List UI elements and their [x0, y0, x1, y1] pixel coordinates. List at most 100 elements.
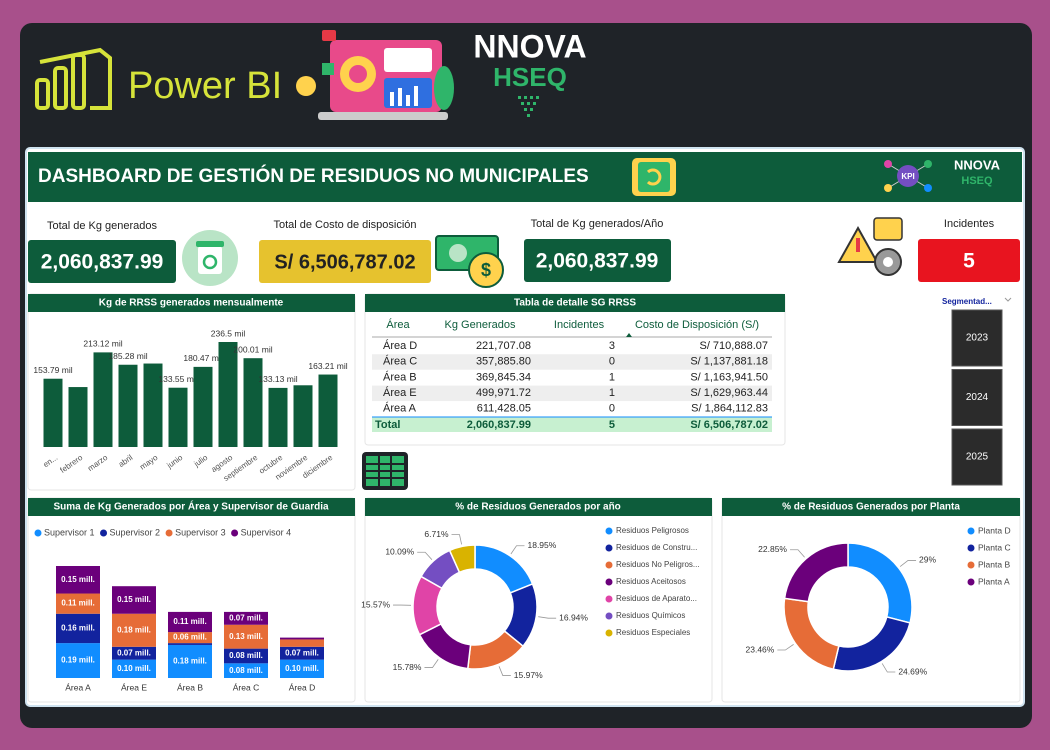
data-label: 0.18 mill. — [173, 657, 207, 666]
logo-top: NNOVA — [473, 28, 586, 64]
panel-header — [365, 498, 712, 516]
bar-segment[interactable] — [56, 593, 100, 614]
bar-segment[interactable] — [224, 611, 268, 625]
data-label: 0.11 mill. — [173, 617, 206, 626]
bar[interactable] — [93, 352, 113, 447]
legend-label: Residuos de Aparato... — [616, 594, 697, 603]
bar-segment[interactable] — [112, 646, 156, 660]
cell: Área D — [383, 339, 417, 352]
cell: 357,885.80 — [476, 356, 531, 368]
donut-segment[interactable] — [448, 544, 476, 574]
legend-label: Residuos Químicos — [616, 611, 685, 620]
bar[interactable] — [118, 364, 138, 447]
bar[interactable] — [193, 366, 213, 447]
legend-label: Supervisor 1 — [44, 527, 95, 537]
data-label: 0.15 mill. — [61, 575, 95, 584]
bar-segment[interactable] — [224, 663, 268, 678]
kpi-label: Total de Costo de disposición — [273, 219, 416, 231]
leader-line — [451, 534, 463, 545]
column-header[interactable]: Área — [386, 318, 410, 331]
x-tick-label: Área D — [289, 682, 315, 692]
legend-label: Planta A — [978, 576, 1010, 586]
bar[interactable] — [43, 378, 63, 447]
legend-label: Residuos Especiales — [616, 628, 690, 637]
small-logo-top: NNOVA — [954, 157, 1001, 172]
bar[interactable] — [243, 358, 263, 447]
panel-title: Kg de RRSS generados mensualmente — [99, 298, 284, 309]
bar-segment[interactable] — [168, 611, 212, 633]
cell: 369,845.34 — [476, 371, 531, 383]
bar-segment[interactable] — [112, 659, 156, 678]
cell: 1 — [609, 387, 615, 399]
bar-segment[interactable] — [280, 639, 324, 647]
bar-segment[interactable] — [280, 637, 324, 640]
data-label: 0.07 mill. — [229, 613, 263, 622]
data-label: 180.47 mil — [183, 353, 222, 363]
panel-header — [722, 498, 1020, 516]
data-label: 0.15 mill. — [117, 595, 151, 604]
data-label: 0.10 mill. — [117, 664, 151, 673]
bar-segment[interactable] — [168, 643, 212, 645]
bar-segment[interactable] — [56, 566, 100, 594]
slicer-item[interactable]: 2025 — [966, 452, 989, 463]
bar-segment[interactable] — [280, 659, 324, 678]
bar-segment[interactable] — [168, 644, 212, 678]
slicer-button[interactable] — [951, 369, 1003, 426]
bar[interactable] — [268, 387, 288, 447]
logo-bottom: HSEQ — [493, 62, 567, 92]
slicer-item[interactable]: 2024 — [966, 392, 989, 403]
bar-segment[interactable] — [224, 648, 268, 664]
kpi-card — [918, 239, 1020, 282]
table-icon — [362, 452, 408, 490]
bar[interactable] — [168, 387, 188, 447]
kpi-label: Total de Kg generados/Año — [531, 218, 664, 230]
slicer-button[interactable] — [951, 309, 1003, 367]
data-label: 0.08 mill. — [229, 651, 263, 660]
legend-label: Supervisor 4 — [241, 527, 292, 537]
kpi-value: 5 — [963, 250, 975, 273]
legend-marker — [605, 629, 613, 637]
legend-marker — [605, 595, 613, 603]
bar[interactable] — [218, 342, 238, 447]
bar[interactable] — [143, 363, 163, 447]
slicer-title: Segmentad... — [942, 297, 992, 306]
bar-segment[interactable] — [112, 586, 156, 614]
slicer-chevron[interactable] — [1004, 297, 1012, 302]
cell: 3 — [609, 340, 615, 352]
column-header[interactable]: Costo de Disposición (S/) — [635, 319, 759, 331]
data-label: 133.13 mil — [258, 374, 297, 384]
leader-line — [417, 551, 433, 560]
donut-segment[interactable] — [783, 542, 849, 603]
row-stripe — [372, 354, 772, 370]
total-cell: Total — [375, 419, 400, 431]
bar-segment[interactable] — [56, 643, 100, 678]
cell: 1 — [609, 371, 615, 383]
bar-segment[interactable] — [56, 613, 100, 644]
slicer-button[interactable] — [951, 428, 1003, 486]
bar-segment[interactable] — [168, 632, 212, 644]
bar[interactable] — [68, 387, 88, 447]
data-label: 15.78% — [393, 662, 422, 672]
bar-segment[interactable] — [112, 613, 156, 647]
leader-line — [790, 549, 805, 558]
column-header[interactable]: Incidentes — [554, 319, 605, 331]
bar-segment[interactable] — [280, 646, 324, 660]
bar[interactable] — [318, 374, 338, 447]
small-logo-bottom: HSEQ — [961, 175, 993, 187]
data-label: 22.85% — [758, 544, 787, 554]
legend-marker — [967, 578, 975, 586]
cell: 499,971.72 — [476, 387, 531, 399]
bar[interactable] — [293, 385, 313, 447]
legend-marker — [231, 529, 239, 537]
legend-label: Supervisor 3 — [175, 527, 226, 537]
legend-marker — [967, 561, 975, 569]
legend-label: Residuos No Peligros... — [616, 560, 700, 569]
cell: 221,707.08 — [476, 340, 531, 352]
bar-segment[interactable] — [224, 624, 268, 649]
legend-marker — [967, 527, 975, 535]
slicer: 2023 2024 2025 — [951, 309, 1003, 486]
total-cell: 5 — [609, 419, 615, 431]
column-header[interactable]: Kg Generados — [445, 319, 516, 331]
slicer-item[interactable]: 2023 — [966, 333, 989, 344]
data-label: 0.10 mill. — [285, 664, 319, 673]
